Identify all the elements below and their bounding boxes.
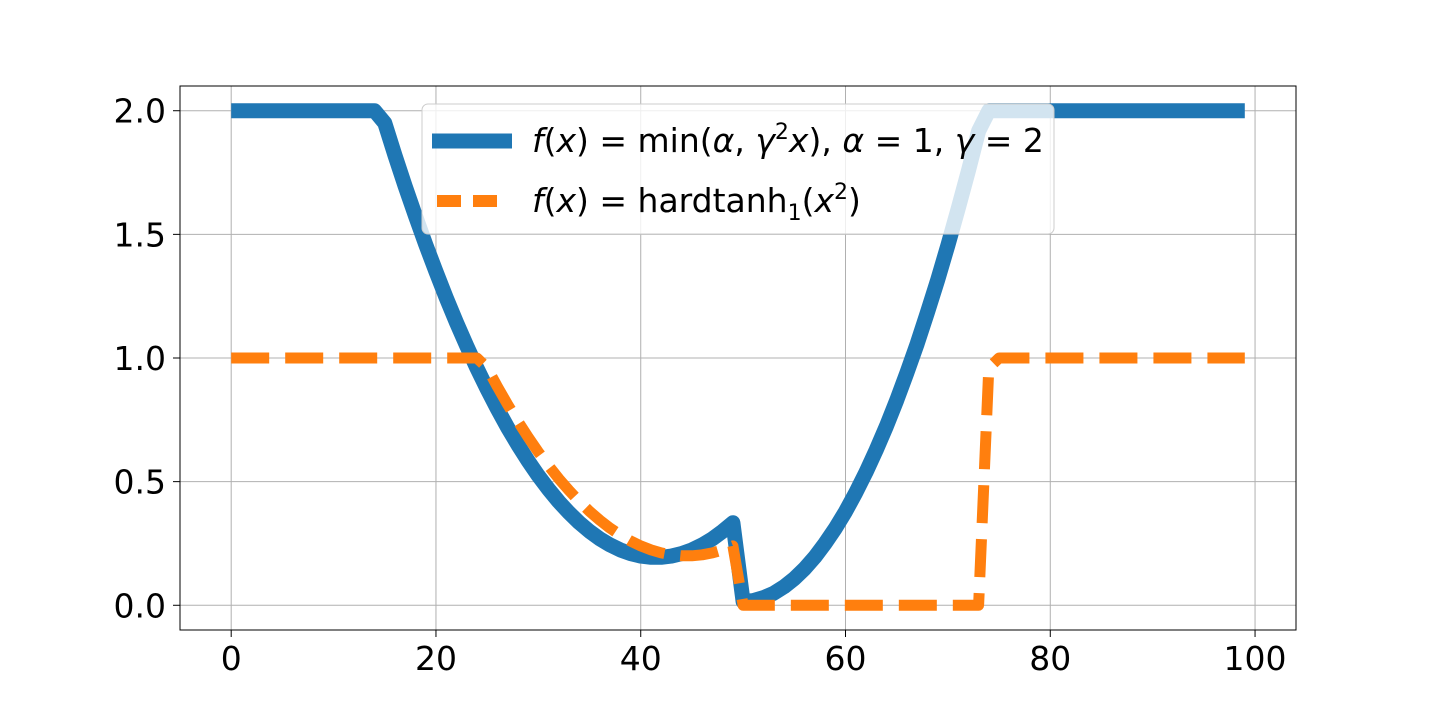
series-line-1 <box>231 352 1245 611</box>
legend: f(x) = min(α, γ2x), α = 1, γ = 2 f(x) = … <box>421 103 1055 235</box>
x-tick-label-4: 80 <box>1029 639 1071 678</box>
legend-min-comma: , <box>734 121 755 160</box>
legend-min-gamma2: γ <box>955 121 976 160</box>
legend-ht-open: ( <box>544 181 557 220</box>
legend-min-alpha: α <box>713 121 735 160</box>
legend-min-mid: ) = min( <box>576 121 713 160</box>
legend-ht-close: ) <box>848 181 861 220</box>
legend-min-sup: 2 <box>775 120 789 145</box>
legend-min-x: x <box>556 121 577 160</box>
x-tick-label-3: 60 <box>825 639 867 678</box>
legend-ht-x2: x <box>813 181 834 220</box>
legend-min-x2: x <box>788 121 809 160</box>
x-tick-label-0: 0 <box>221 639 242 678</box>
legend-min-open: ( <box>544 121 557 160</box>
y-tick-label-1: 0.5 <box>114 463 166 502</box>
legend-min-eq2: = 2 <box>974 121 1044 160</box>
x-tick-label-5: 100 <box>1224 639 1287 678</box>
legend-ht-x: x <box>556 181 577 220</box>
plot-lines <box>231 103 1245 611</box>
legend-label-min: f(x) = min(α, γ2x), α = 1, γ = 2 <box>532 120 1044 160</box>
y-tick-label-3: 1.5 <box>114 215 166 254</box>
legend-ht-mid: ) = hardtanh <box>576 181 788 220</box>
x-tick-label-2: 40 <box>620 639 662 678</box>
axis-ticks: 0 20 40 60 80 100 0.0 0.5 1.0 1.5 2.0 <box>114 92 1287 678</box>
legend-min-eq1: = 1, <box>864 121 955 160</box>
y-tick-label-4: 2.0 <box>114 92 166 131</box>
x-tick-label-1: 20 <box>415 639 457 678</box>
y-tick-label-2: 1.0 <box>114 339 166 378</box>
legend-label-hardtanh: f(x) = hardtanh1(x2) <box>532 180 861 226</box>
legend-box <box>421 103 1055 235</box>
legend-min-gamma: γ <box>755 121 776 160</box>
legend-ht-sup: 2 <box>834 180 848 205</box>
legend-min-alpha2: α <box>842 121 864 160</box>
legend-ht-sub: 1 <box>788 201 802 226</box>
y-tick-label-0: 0.0 <box>114 586 166 625</box>
legend-min-close: ), <box>808 121 842 160</box>
legend-ht-open2: ( <box>802 181 815 220</box>
